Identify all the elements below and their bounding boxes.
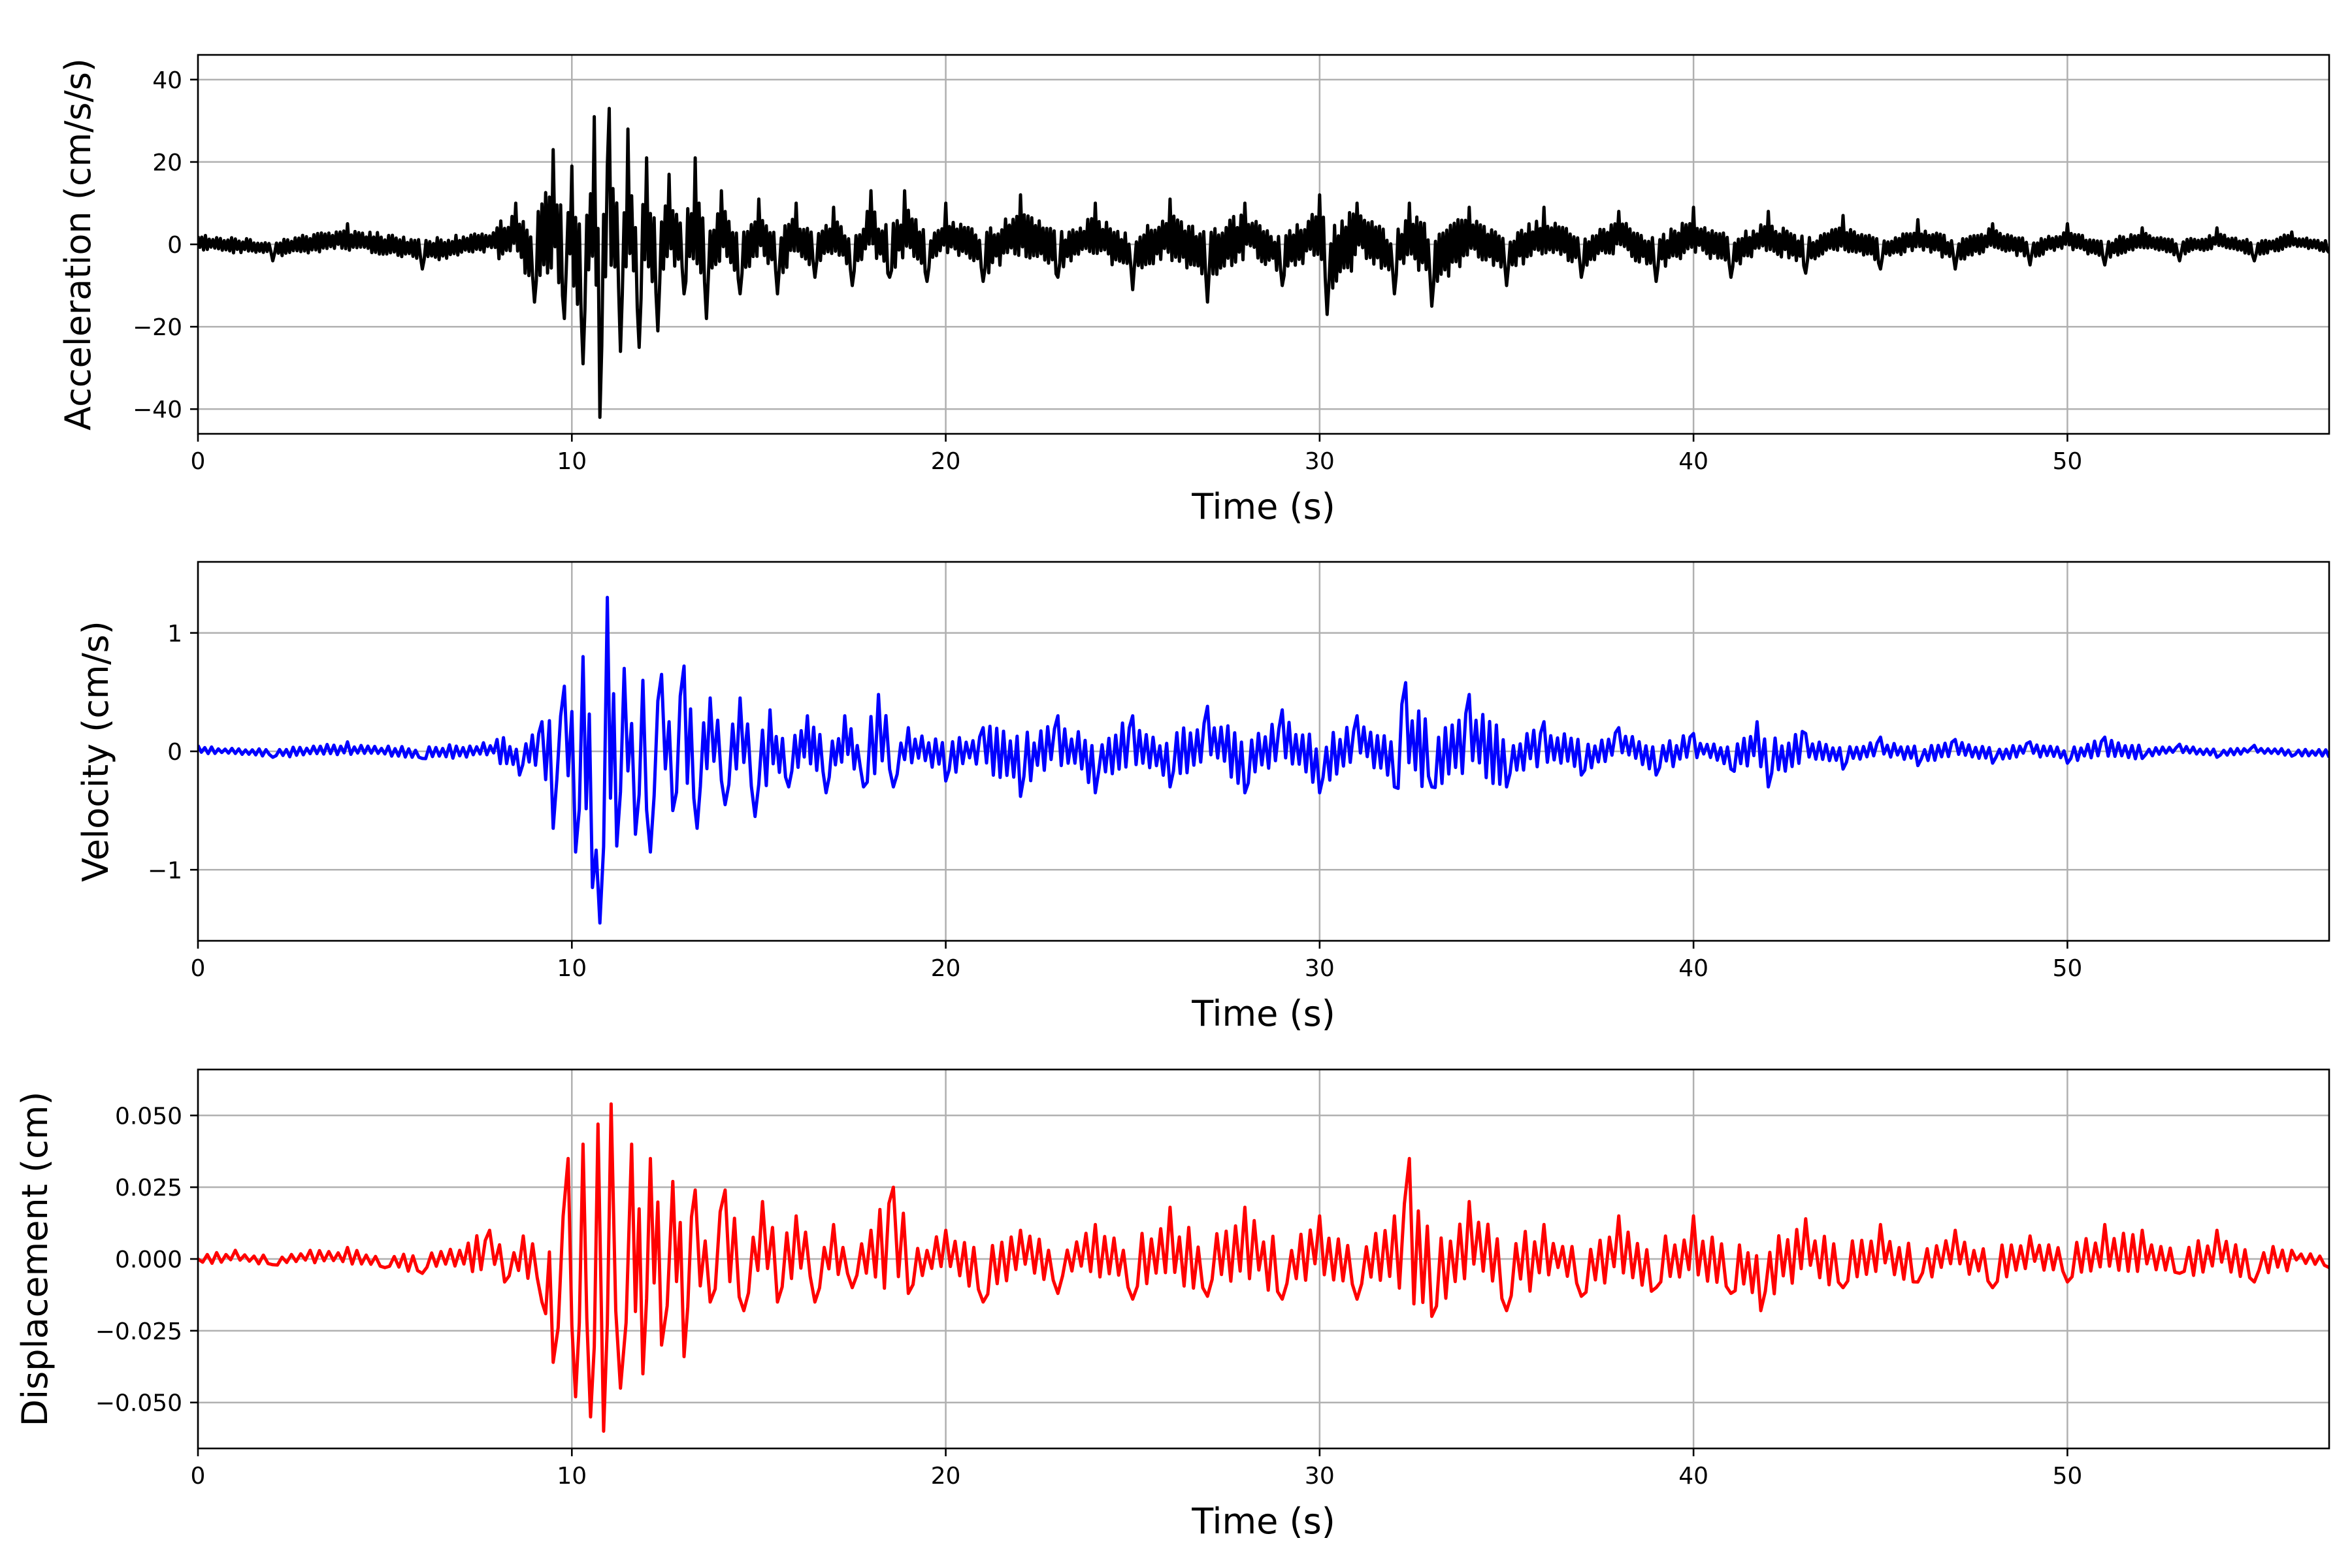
y-tick-label: 0.050: [115, 1103, 182, 1130]
y-axis-title: Displacement (cm): [14, 1092, 56, 1427]
y-axis-title: Acceleration (cm/s/s): [57, 58, 99, 431]
y-tick-label: 0: [167, 739, 182, 766]
y-tick-label: 40: [152, 67, 182, 94]
y-tick-label: −20: [133, 314, 182, 341]
x-tick-label: 20: [931, 1463, 961, 1490]
x-tick-label: 0: [191, 955, 206, 982]
y-tick-label: 1: [167, 621, 182, 647]
x-tick-label: 50: [2052, 955, 2082, 982]
y-axis-title: Velocity (cm/s): [75, 621, 116, 882]
panel-2: 0 10 20 30 40 50 −1 0 1 Time (s) Velocity (cm/s): [75, 561, 2330, 1034]
y-tick-label: 0.025: [115, 1175, 182, 1201]
x-tick-label: 20: [931, 955, 961, 982]
x-tick-label: 40: [1678, 955, 1708, 982]
x-axis-title: Time (s): [1191, 486, 1335, 527]
x-tick-label: 0: [191, 1463, 206, 1490]
x-tick-label: 10: [557, 1463, 587, 1490]
y-tick-label: −0.050: [95, 1390, 182, 1417]
y-tick-label: 0: [167, 232, 182, 259]
y-tick-label: −1: [148, 857, 182, 884]
x-tick-label: 40: [1678, 448, 1708, 475]
x-tick-label: 30: [1305, 1463, 1335, 1490]
series-line-1: [198, 595, 2329, 925]
y-tick-label: 0.000: [115, 1247, 182, 1273]
x-tick-label: 0: [191, 448, 206, 475]
series-line-1: [198, 106, 2329, 419]
x-axis-title: Time (s): [1191, 1501, 1335, 1542]
y-tick-label: −40: [133, 397, 182, 423]
x-tick-label: 40: [1678, 1463, 1708, 1490]
x-tick-label: 50: [2052, 1463, 2082, 1490]
x-tick-label: 30: [1305, 955, 1335, 982]
x-tick-label: 50: [2052, 448, 2082, 475]
panel-1: 0 10 20 30 40 50 −40 −20 0 20 40 Time (s) Accelerati…: [57, 54, 2330, 527]
x-tick-label: 30: [1305, 448, 1335, 475]
y-tick-label: 20: [152, 150, 182, 176]
series-line-1: [198, 1102, 2329, 1433]
x-tick-label: 20: [931, 448, 961, 475]
y-tick-label: −0.025: [95, 1318, 182, 1345]
x-axis-title: Time (s): [1191, 993, 1335, 1034]
x-tick-label: 10: [557, 955, 587, 982]
x-tick-label: 10: [557, 448, 587, 475]
panel-3: 0 10 20 30 40 50 −0.050 −0.025 0.000 0.025 0.050 Ti…: [14, 1068, 2330, 1542]
